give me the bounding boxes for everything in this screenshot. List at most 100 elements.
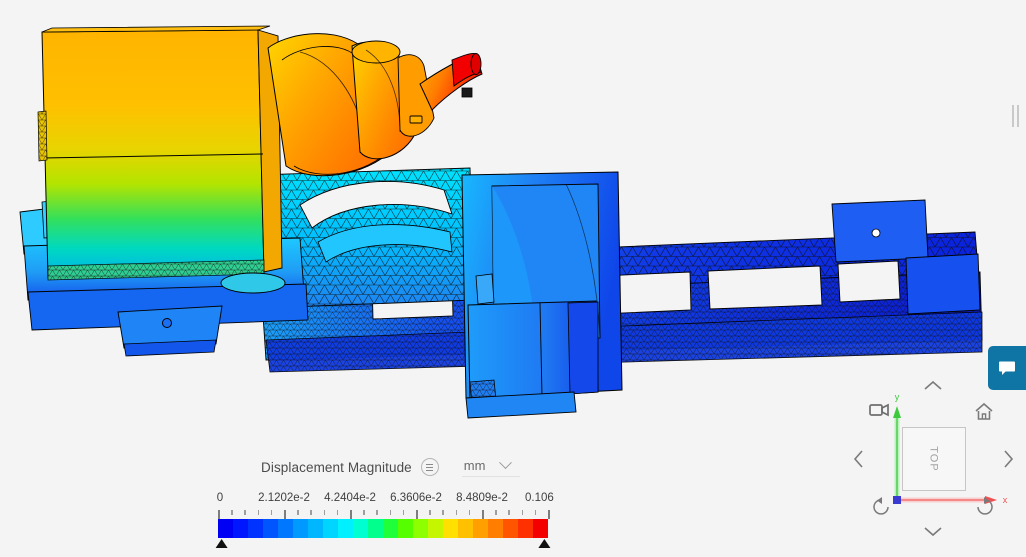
legend-tick <box>270 510 273 515</box>
legend-tick <box>508 510 510 515</box>
color-band-20 <box>518 519 533 538</box>
rotate-counterclockwise-icon <box>873 497 889 515</box>
legend-tick-label: 2.1202e-2 <box>258 492 310 504</box>
camera-icon <box>869 403 889 417</box>
camera-view-button[interactable] <box>868 400 892 420</box>
color-band-10 <box>368 519 383 538</box>
result-legend: Displacement Magnitude mm 0 2.1202e-2 4.24… <box>215 452 554 550</box>
color-band-7 <box>323 519 338 538</box>
legend-tick <box>323 510 326 515</box>
right-panel-drag-handle[interactable] <box>1008 104 1022 128</box>
legend-title: Displacement Magnitude <box>261 459 412 475</box>
rotate-view-left-button[interactable] <box>849 447 867 471</box>
rotate-view-up-button[interactable] <box>921 376 945 394</box>
color-band-9 <box>353 519 368 538</box>
model-spindle-assembly <box>267 33 483 177</box>
handle-bar-1 <box>1011 105 1014 127</box>
legend-tick-label: 4.2404e-2 <box>324 492 376 504</box>
rotate-view-right-button[interactable] <box>999 447 1017 471</box>
legend-min-marker[interactable] <box>215 539 228 548</box>
legend-tick <box>284 510 286 519</box>
legend-tick <box>336 510 339 515</box>
color-band-6 <box>308 519 323 538</box>
color-band-2 <box>248 519 263 538</box>
legend-tick <box>218 510 220 519</box>
legend-tick <box>442 510 444 515</box>
color-band-13 <box>413 519 428 538</box>
legend-tick <box>548 510 550 519</box>
view-navigation-cluster: y x TOP <box>845 370 1015 545</box>
color-band-21 <box>533 519 548 538</box>
unit-value: mm <box>463 457 486 473</box>
model-mesh-web <box>257 167 475 309</box>
color-band-14 <box>428 519 443 538</box>
legend-tick <box>402 510 405 515</box>
legend-tick <box>363 510 365 515</box>
color-band-17 <box>473 519 488 538</box>
legend-tick <box>310 510 312 515</box>
color-band-0 <box>218 519 233 538</box>
chevron-down-icon <box>499 455 513 469</box>
legend-tick <box>521 510 524 515</box>
model-carriage <box>461 171 623 419</box>
legend-tick-label: 0.106 <box>524 492 554 504</box>
legend-tick <box>429 510 431 515</box>
legend-tick-marks <box>218 510 550 519</box>
legend-color-bar[interactable] <box>218 519 548 538</box>
legend-range-markers <box>215 538 551 550</box>
legend-tick <box>244 510 246 515</box>
rotate-view-down-button[interactable] <box>921 522 945 540</box>
color-band-1 <box>233 519 248 538</box>
color-band-4 <box>278 519 293 538</box>
rotate-clockwise-icon <box>977 497 993 515</box>
svg-text:y: y <box>895 392 900 402</box>
legend-tick <box>350 510 352 519</box>
legend-tick <box>455 510 458 515</box>
svg-text:x: x <box>1003 495 1008 505</box>
color-band-5 <box>293 519 308 538</box>
legend-tick-label: 0 <box>216 492 224 504</box>
legend-tick <box>482 510 484 519</box>
chevron-right-icon <box>1003 450 1013 468</box>
legend-tick <box>297 510 299 515</box>
legend-tick <box>468 510 471 515</box>
view-cube-label: TOP <box>927 446 940 472</box>
color-band-15 <box>443 519 458 538</box>
color-band-11 <box>383 519 398 538</box>
legend-tick <box>534 510 537 515</box>
rotate-clockwise-button[interactable] <box>973 495 995 517</box>
color-band-12 <box>398 519 413 538</box>
model-headstock-block <box>37 25 286 294</box>
unit-dropdown[interactable]: mm <box>461 455 520 477</box>
handle-bar-2 <box>1016 105 1019 127</box>
chevron-up-icon <box>924 380 942 390</box>
legend-tick <box>257 510 260 515</box>
color-band-3 <box>263 519 278 538</box>
legend-tick <box>495 510 497 515</box>
legend-tick <box>231 510 233 515</box>
color-band-19 <box>503 519 518 538</box>
list-menu-icon[interactable] <box>420 458 439 476</box>
legend-max-marker[interactable] <box>538 539 551 548</box>
legend-tick <box>376 510 378 515</box>
reset-view-home-button[interactable] <box>973 400 995 422</box>
color-band-18 <box>488 519 503 538</box>
chevron-down-icon <box>924 526 942 536</box>
legend-tick <box>389 510 392 515</box>
home-icon <box>975 402 993 420</box>
chevron-left-icon <box>853 450 863 468</box>
legend-header: Displacement Magnitude mm <box>218 452 548 482</box>
legend-tick-label: 8.4809e-2 <box>456 492 508 504</box>
color-band-16 <box>458 519 473 538</box>
legend-tick-labels: 0 2.1202e-2 4.2404e-2 6.3606e-2 8.4809e-2 0.1… <box>216 492 554 508</box>
chat-support-button[interactable] <box>988 346 1026 390</box>
rotate-counterclockwise-button[interactable] <box>871 495 893 517</box>
color-band-8 <box>338 519 353 538</box>
legend-tick <box>416 510 418 519</box>
view-cube-top-face[interactable]: TOP <box>902 427 966 491</box>
legend-tick-label: 6.3606e-2 <box>390 492 442 504</box>
chat-bubble-icon <box>999 361 1015 375</box>
